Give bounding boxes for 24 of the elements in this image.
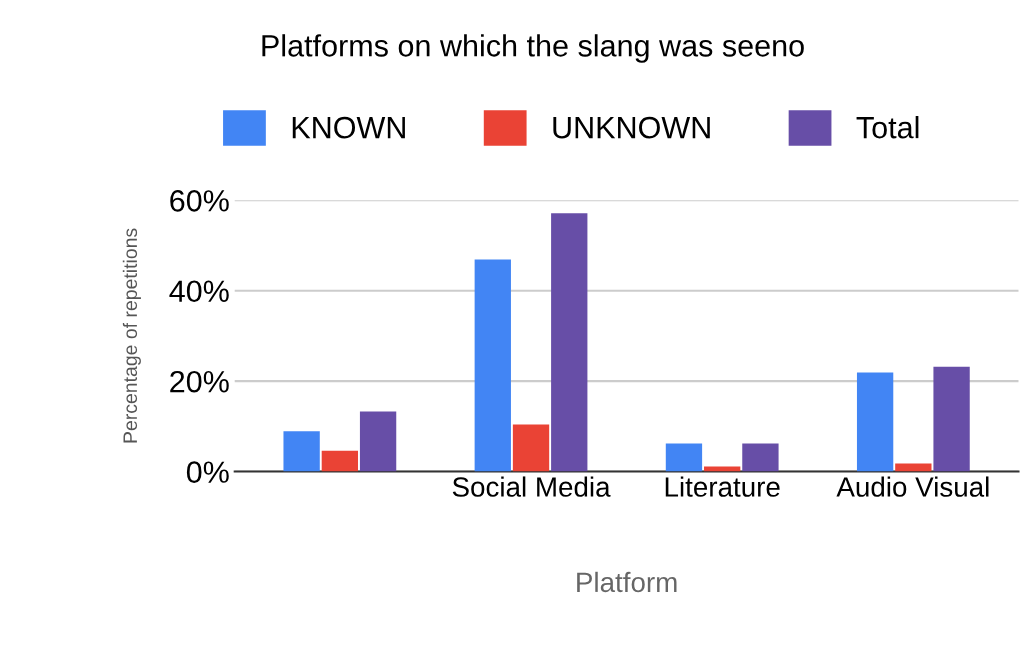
y-tick-label: 20% [170, 370, 229, 393]
y-axis-title: Percentage of repetitions [122, 228, 141, 443]
y-tick-label: 60% [170, 190, 229, 212]
x-tick-label: Literature [665, 476, 780, 497]
legend-label: UNKNOWN [553, 116, 710, 139]
bar [665, 443, 703, 472]
bar [283, 431, 320, 472]
bar [895, 463, 932, 472]
bar [359, 411, 397, 472]
bar [742, 443, 779, 472]
x-axis-title: Platform [577, 571, 677, 593]
legend-label: Total [856, 116, 919, 139]
bar [933, 366, 970, 472]
y-tick-label: 0% [186, 461, 229, 483]
bar [512, 424, 550, 472]
x-tick-label: Audio Visual [836, 476, 989, 497]
bar [321, 450, 359, 472]
chart-title: Platforms on which the slang was seeno [262, 34, 804, 63]
bar [856, 372, 894, 472]
legend-label: KNOWN [292, 116, 405, 139]
bar [474, 259, 511, 472]
bar [551, 213, 588, 472]
x-tick-label: Social Media [452, 476, 611, 497]
y-tick-label: 40% [169, 280, 229, 303]
